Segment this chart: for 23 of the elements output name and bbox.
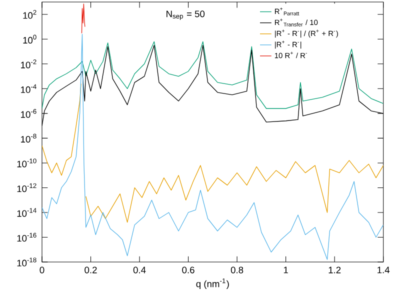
- line-series: [42, 41, 384, 109]
- y-tick-label: 10$^{-16}$: [17, 232, 36, 242]
- x-tick-label: 0.8: [230, 266, 244, 274]
- y-tick-label: 10$^{-14}$: [17, 208, 36, 217]
- y-tick-label: 10$^{-10}$: [17, 158, 36, 168]
- y-tick-label: 10$^{-2}$: [21, 60, 36, 68]
- line-series: [81, 4, 86, 34]
- x-tick-label: 1: [284, 266, 288, 274]
- x-tick-label: 0.2: [84, 266, 97, 274]
- y-tick-label: 10$^{-6}$: [21, 109, 36, 118]
- x-tick-label: 1.4: [378, 266, 390, 274]
- y-tick-label: 10$^{0}$: [23, 34, 36, 44]
- x-tick-label: 1.2: [328, 266, 341, 274]
- x-tick-label: 0.6: [182, 266, 194, 274]
- annotation: N$_{sep}$ = 50: [166, 10, 205, 20]
- x-tick-label: 0.4: [133, 266, 146, 274]
- y-tick-label: 10$^{-8}$: [21, 134, 36, 143]
- y-tick-label: 10$^{-12}$: [17, 183, 36, 192]
- y-tick-label: 10$^{2}$: [23, 10, 36, 19]
- y-tick-label: 10$^{-18}$: [17, 258, 36, 266]
- x-tick-label: 0: [40, 266, 44, 274]
- y-tick-label: 10$^{-4}$: [21, 84, 36, 94]
- x-axis-title: q (nm$^{-1}$): [196, 278, 229, 290]
